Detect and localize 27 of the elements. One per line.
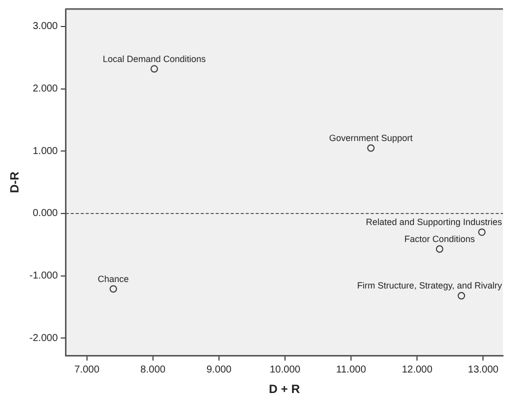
x-tick-label: 13.000	[468, 364, 499, 376]
y-tick-label: -2.000	[29, 332, 58, 344]
y-tick-label: 1.000	[32, 146, 58, 157]
annotation: Firm Structure, Strategy, and Rivalry	[357, 280, 502, 291]
x-tick-label: 7.000	[74, 364, 100, 376]
y-tick-label: 2.000	[32, 84, 58, 95]
x-tick-label: 8.000	[140, 364, 166, 376]
x-tick-label: 11.000	[336, 364, 366, 376]
point	[478, 228, 486, 236]
annotation: Government Support	[329, 133, 414, 143]
point	[367, 144, 375, 152]
x-tick-label: 9.000	[206, 364, 232, 376]
annotation: Factor Conditions	[404, 234, 476, 244]
y-tick-label: 0.000	[32, 208, 58, 220]
point	[436, 245, 444, 253]
x-axis-title: D + R	[268, 382, 300, 396]
annotation: Local Demand Conditions	[102, 54, 206, 64]
x-tick-label: 10.000	[270, 364, 301, 376]
y-tick-label: -1.000	[29, 270, 58, 282]
annotation: Related and Supporting Industries	[366, 217, 502, 228]
point	[110, 285, 118, 293]
point	[458, 292, 466, 300]
y-axis-title: D-R	[8, 171, 22, 193]
x-tick-label: 12.000	[402, 364, 433, 376]
y-tick-label: 3.000	[32, 21, 58, 32]
point	[150, 65, 158, 73]
annotation: Chance	[98, 274, 129, 284]
